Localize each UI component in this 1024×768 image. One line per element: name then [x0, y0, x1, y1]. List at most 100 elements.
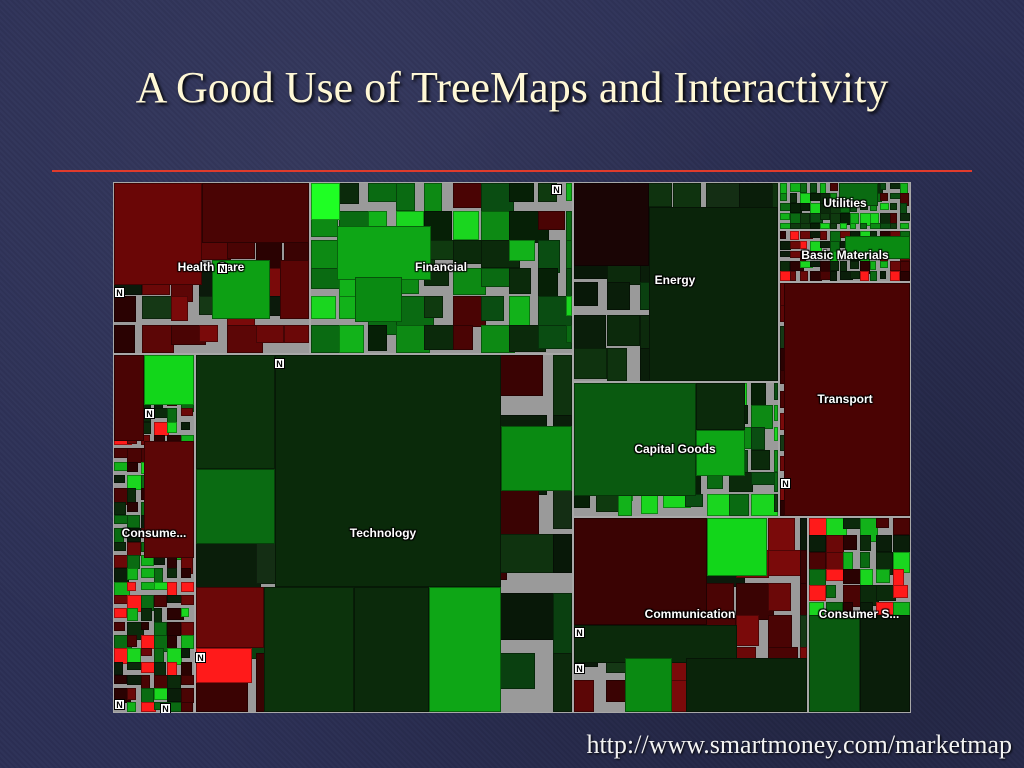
stock-tile[interactable]	[706, 183, 741, 209]
stock-tile[interactable]	[144, 440, 194, 559]
stock-tile[interactable]	[140, 675, 151, 690]
stock-tile[interactable]	[790, 271, 797, 281]
stock-tile[interactable]	[199, 239, 231, 260]
stock-tile[interactable]	[180, 581, 194, 592]
stock-tile[interactable]	[127, 688, 136, 700]
market-treemap[interactable]: Health Care Financial Energy Utilities B…	[113, 182, 911, 713]
stock-tile[interactable]	[154, 688, 169, 701]
stock-tile[interactable]	[493, 593, 561, 641]
stock-tile[interactable]	[910, 585, 911, 603]
stock-tile[interactable]	[820, 231, 827, 241]
stock-tile[interactable]	[790, 231, 799, 241]
stock-tile[interactable]	[353, 587, 430, 712]
stock-tile[interactable]	[263, 587, 354, 712]
stock-tile[interactable]	[452, 239, 482, 264]
stock-tile[interactable]	[127, 501, 139, 513]
stock-tile[interactable]	[900, 223, 910, 229]
stock-tile[interactable]	[845, 236, 910, 259]
stock-tile[interactable]	[910, 670, 911, 693]
stock-tile[interactable]	[893, 518, 910, 535]
stock-tile[interactable]	[367, 324, 388, 351]
stock-tile[interactable]	[142, 324, 175, 353]
stock-tile[interactable]	[900, 271, 910, 281]
stock-tile[interactable]	[180, 408, 193, 417]
stock-tile[interactable]	[196, 587, 264, 648]
stock-tile[interactable]	[574, 348, 607, 380]
stock-tile[interactable]	[773, 449, 778, 473]
stock-tile[interactable]	[114, 541, 127, 551]
stock-tile[interactable]	[773, 383, 778, 401]
stock-tile[interactable]	[553, 533, 572, 574]
stock-tile[interactable]	[452, 324, 473, 351]
stock-tile[interactable]	[825, 585, 837, 598]
stock-tile[interactable]	[167, 568, 178, 578]
stock-tile[interactable]	[424, 324, 456, 351]
stock-tile[interactable]	[673, 183, 701, 210]
stock-tile[interactable]	[783, 283, 910, 516]
stock-tile[interactable]	[800, 183, 807, 193]
stock-tile[interactable]	[127, 581, 136, 592]
stock-tile[interactable]	[773, 471, 778, 493]
stock-tile[interactable]	[227, 239, 255, 259]
stock-tile[interactable]	[114, 661, 123, 675]
stock-tile[interactable]	[452, 211, 480, 240]
news-marker[interactable]: N	[551, 184, 562, 195]
stock-tile[interactable]	[790, 193, 797, 203]
stock-tile[interactable]	[493, 355, 543, 396]
stock-tile[interactable]	[640, 493, 658, 514]
stock-tile[interactable]	[429, 587, 501, 712]
stock-tile[interactable]	[114, 608, 128, 618]
stock-tile[interactable]	[893, 585, 909, 599]
stock-tile[interactable]	[800, 271, 809, 281]
news-marker[interactable]: N	[274, 358, 285, 369]
stock-tile[interactable]	[127, 541, 141, 556]
stock-tile[interactable]	[127, 608, 139, 622]
stock-tile[interactable]	[196, 469, 275, 545]
stock-tile[interactable]	[509, 183, 535, 202]
stock-tile[interactable]	[810, 251, 820, 260]
news-marker[interactable]: N	[160, 703, 171, 713]
sector-financial[interactable]	[310, 182, 573, 354]
stock-tile[interactable]	[773, 427, 778, 441]
stock-tile[interactable]	[339, 324, 364, 353]
stock-tile[interactable]	[114, 675, 128, 684]
stock-tile[interactable]	[773, 493, 778, 512]
stock-tile[interactable]	[127, 515, 140, 528]
stock-tile[interactable]	[279, 259, 309, 319]
stock-tile[interactable]	[180, 675, 194, 686]
stock-tile[interactable]	[830, 193, 838, 202]
stock-tile[interactable]	[180, 701, 194, 712]
stock-tile[interactable]	[890, 271, 900, 281]
news-marker[interactable]: N	[114, 287, 125, 298]
stock-tile[interactable]	[850, 271, 860, 279]
stock-tile[interactable]	[284, 324, 309, 344]
stock-tile[interactable]	[900, 213, 910, 222]
stock-tile[interactable]	[859, 551, 871, 569]
stock-tile[interactable]	[493, 533, 561, 574]
stock-tile[interactable]	[880, 203, 889, 210]
stock-tile[interactable]	[910, 535, 911, 548]
sector-consumer-services[interactable]	[808, 517, 911, 713]
stock-tile[interactable]	[840, 223, 848, 229]
stock-tile[interactable]	[618, 493, 632, 516]
stock-tile[interactable]	[820, 213, 830, 220]
stock-tile[interactable]	[127, 555, 141, 569]
stock-tile[interactable]	[553, 652, 572, 712]
stock-tile[interactable]	[144, 355, 194, 405]
stock-tile[interactable]	[649, 206, 778, 381]
stock-tile[interactable]	[809, 534, 827, 552]
stock-tile[interactable]	[127, 568, 139, 581]
sector-basic-materials[interactable]	[779, 230, 911, 282]
stock-tile[interactable]	[311, 183, 340, 221]
stock-tile[interactable]	[768, 615, 792, 648]
stock-tile[interactable]	[339, 183, 360, 204]
stock-tile[interactable]	[790, 241, 801, 250]
stock-tile[interactable]	[830, 183, 838, 191]
stock-tile[interactable]	[706, 518, 768, 577]
stock-tile[interactable]	[751, 449, 770, 471]
stock-tile[interactable]	[809, 615, 860, 712]
stock-tile[interactable]	[574, 282, 598, 306]
stock-tile[interactable]	[830, 261, 839, 272]
stock-tile[interactable]	[860, 271, 870, 281]
sector-energy[interactable]	[573, 182, 779, 382]
